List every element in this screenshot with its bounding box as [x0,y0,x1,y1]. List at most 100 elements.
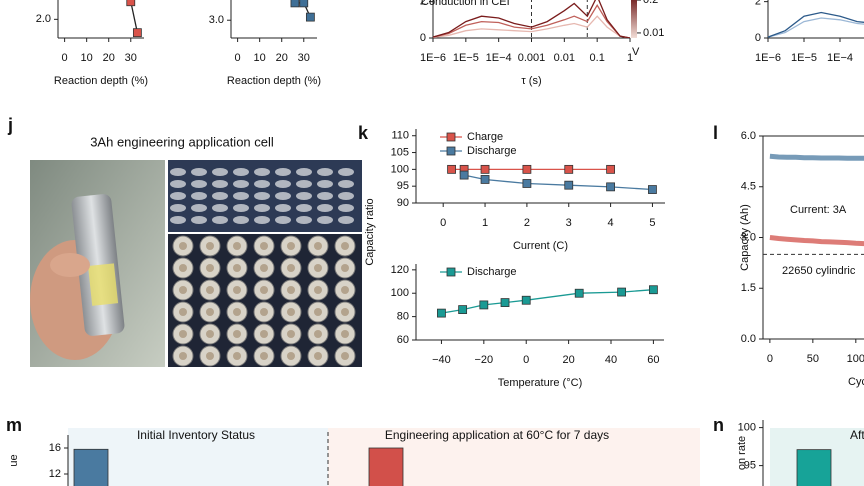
x-tick-label: 100 [847,353,864,365]
y-tick-label: 3.0 [209,14,224,26]
x-tick-label: 1 [482,217,488,229]
cell-end-core [260,264,268,272]
y-tick-label: 2.0 [36,13,51,25]
chart: 90 95 100 105 110 0 1 2 3 4 5 Current (C) Charge Disc… [391,129,665,252]
y-axis-label: Capacity (Ah) [739,204,751,271]
cell-top [191,216,207,224]
bar [796,449,832,486]
cell-end-core [206,264,214,272]
photo-title: 3Ah engineering application cell [90,134,274,149]
cell-top [212,192,228,200]
cell-end-core [287,242,295,250]
marker [290,0,300,8]
series-line [463,174,653,191]
y-tick-label: 100 [738,422,756,434]
cell-top [191,168,207,176]
cell-top [170,204,186,212]
cell-end-core [233,286,241,294]
x-tick-label: 1E−5 [453,52,479,64]
x-tick-label: 10 [81,52,93,64]
cell-top [275,180,291,188]
cell-top [275,168,291,176]
cell-end-core [314,286,322,294]
series-line [433,4,631,38]
legend-marker [446,132,456,142]
cell-top [296,168,312,176]
marker [564,164,574,174]
chart: 2.0 0 10 20 30 Reaction depth (%) [36,0,148,87]
marker [500,298,510,307]
x-axis-label: Reaction depth (%) [54,75,148,87]
y-tick-label: 3.0 [741,231,756,243]
x-tick-label: 1E−6 [755,52,781,64]
x-tick-label: 0.1 [590,52,605,64]
chart: 12 16 ue Initial Inventory Status Engineerin… [8,428,700,486]
cell-end-core [233,352,241,360]
y-axis-label: ue [8,454,20,466]
series-line [769,235,864,247]
cell-end-core [314,242,322,250]
x-tick-label: 20 [103,52,115,64]
cell-end-core [260,308,268,316]
legend-marker [446,146,456,156]
cell-top [191,192,207,200]
marker [574,288,584,298]
x-axis-label: Temperature (°C) [498,377,582,389]
y-tick-label: 110 [391,130,409,142]
legend-label: Discharge [467,266,517,278]
marker [458,305,468,315]
y-tick-label: 105 [391,146,409,158]
series-line [130,1,139,33]
cell-label [88,263,119,306]
cell-top [254,180,270,188]
cell-top [338,204,354,212]
chart: 3.0 0 10 20 30 Reaction depth (%) [209,0,321,87]
x-tick-label: 4 [608,217,614,229]
marker [132,28,142,38]
cell-end-core [206,286,214,294]
legend-label: Charge [467,131,503,143]
cell-top [233,192,249,200]
y-tick-label: 100 [391,287,409,299]
x-tick-label: 30 [125,52,137,64]
cell-top [170,168,186,176]
marker [648,185,657,194]
chart: 0.0 1.5 3.0 4.5 6.0 0 50 100 Cyc Capacity (Ah) Cur… [739,130,864,388]
cell-end-core [179,352,187,360]
marker [649,285,658,295]
cell-end-core [260,286,268,294]
marker [617,287,627,297]
colorbar-tick-label: 0.2 [643,0,658,6]
cell-end-core [287,264,295,272]
annotation: 22650 cylindric [782,265,856,277]
marker [305,12,315,22]
cell-top [254,216,270,224]
cell-end-core [179,264,187,272]
chart: 95 100 on rate Aft [736,420,864,486]
cell-end-core [341,286,349,294]
cell-end-core [341,308,349,316]
y-tick-label: 80 [397,311,409,323]
x-tick-label: 0 [235,52,241,64]
x-tick-label: −40 [432,354,451,366]
y-tick-label: 12 [49,468,61,480]
cell-end-core [179,242,187,250]
marker [521,295,531,305]
y-tick-label: 0 [755,32,761,44]
marker [480,175,490,184]
cell-top [233,168,249,176]
cell-top [191,204,207,212]
annotation: Engineering application at 60°C for 7 da… [385,428,609,442]
marker [522,164,532,174]
series-line [769,153,864,161]
cell-end-core [179,286,187,294]
y-tick-label: 90 [397,197,409,209]
x-tick-label: 2 [524,217,530,229]
cell-end-core [287,286,295,294]
cell-end-core [287,330,295,338]
y-tick-label: 4.5 [741,181,756,193]
marker [606,164,615,174]
cell-top [233,216,249,224]
cell-top [317,216,333,224]
